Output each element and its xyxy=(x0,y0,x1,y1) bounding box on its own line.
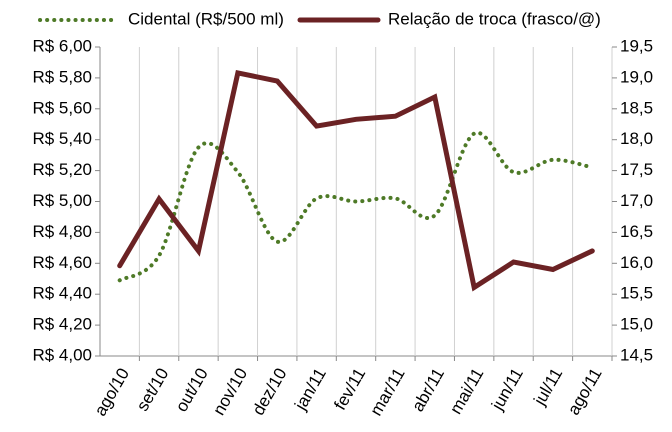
x-tick-label: abr/11 xyxy=(408,365,448,415)
y-tick-label: R$ 5,00 xyxy=(32,191,92,210)
y2-tick-label: 17,5 xyxy=(620,160,653,179)
x-tick-label: jan/11 xyxy=(290,365,329,414)
legend-label: Relação de troca (frasco/@) xyxy=(388,9,601,28)
y2-tick-label: 14,5 xyxy=(620,345,653,364)
y-tick-label: R$ 5,60 xyxy=(32,98,92,117)
series-line xyxy=(117,130,595,283)
x-tick-label: nov/10 xyxy=(209,365,251,419)
y-tick-label: R$ 4,40 xyxy=(32,284,92,303)
y2-tick-label: 18,5 xyxy=(620,98,653,117)
legend-label: Cidental (R$/500 ml) xyxy=(128,9,284,28)
y2-tick-label: 16,5 xyxy=(620,222,653,241)
x-tick-label: jul/11 xyxy=(530,365,567,409)
x-tick-label: ago/11 xyxy=(564,365,606,418)
y-tick-label: R$ 5,40 xyxy=(32,129,92,148)
x-tick-label: set/10 xyxy=(133,365,173,415)
y2-tick-label: 17,0 xyxy=(620,191,653,210)
y2-tick-label: 19,0 xyxy=(620,67,653,86)
y2-tick-label: 19,5 xyxy=(620,36,653,55)
y-tick-label: R$ 4,00 xyxy=(32,345,92,364)
y-tick-label: R$ 5,20 xyxy=(32,160,92,179)
x-tick-label: mai/11 xyxy=(446,365,487,418)
y-tick-label: R$ 6,00 xyxy=(32,36,92,55)
x-tick-label: dez/10 xyxy=(249,365,291,419)
x-tick-label: mar/11 xyxy=(366,365,408,419)
y-tick-label: R$ 5,80 xyxy=(32,67,92,86)
x-tick-label: jun/11 xyxy=(487,365,526,414)
x-tick-label: out/10 xyxy=(172,365,212,415)
y2-tick-label: 15,5 xyxy=(620,284,653,303)
y2-tick-label: 16,0 xyxy=(620,253,653,272)
series-line xyxy=(117,70,595,292)
y-tick-label: R$ 4,60 xyxy=(32,253,92,272)
y2-tick-label: 15,0 xyxy=(620,315,653,334)
y-tick-label: R$ 4,80 xyxy=(32,222,92,241)
y-tick-label: R$ 4,20 xyxy=(32,315,92,334)
y2-tick-label: 18,0 xyxy=(620,129,653,148)
x-tick-label: ago/10 xyxy=(91,365,133,420)
x-tick-label: fev/11 xyxy=(330,365,369,414)
